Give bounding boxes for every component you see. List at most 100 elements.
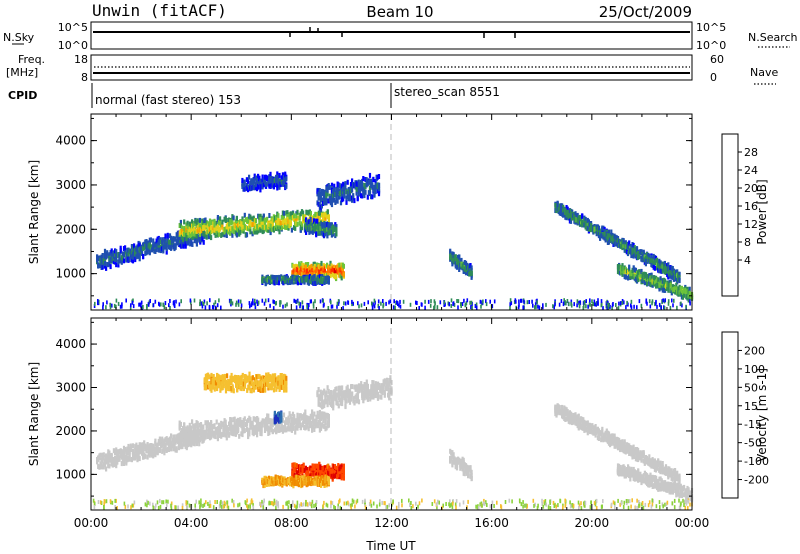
- range-cell: [241, 228, 244, 234]
- range-cell: [335, 231, 338, 237]
- range-cell: [145, 444, 148, 450]
- range-cell: [305, 209, 308, 215]
- range-cell: [225, 226, 228, 232]
- noise-cell: [588, 301, 591, 306]
- range-cell: [249, 376, 252, 382]
- range-cell: [329, 273, 332, 279]
- range-cell: [291, 424, 295, 430]
- range-cell: [112, 448, 115, 454]
- range-cell: [183, 424, 186, 430]
- range-cell: [293, 272, 296, 278]
- range-cell: [312, 225, 315, 231]
- range-cell: [260, 427, 263, 433]
- range-cell: [351, 384, 354, 389]
- range-cell: [205, 234, 208, 240]
- range-cell: [293, 414, 296, 420]
- range-cell: [632, 265, 635, 271]
- range-cell: [625, 268, 628, 274]
- range-cell: [637, 275, 640, 281]
- noise-cell: [607, 302, 609, 307]
- range-cell: [340, 275, 343, 281]
- range-cell: [230, 379, 233, 385]
- range-cell: [214, 434, 217, 440]
- noise-cell: [528, 300, 530, 304]
- range-cell: [225, 229, 228, 235]
- cpid-label: CPID: [8, 89, 37, 102]
- range-cell: [609, 237, 612, 243]
- range-cell: [295, 217, 298, 223]
- noise-cell: [457, 299, 460, 304]
- range-cell: [677, 275, 680, 281]
- range-cell: [203, 378, 206, 384]
- range-cell: [284, 420, 287, 426]
- range-cell: [326, 402, 329, 408]
- range-cell: [243, 212, 246, 218]
- range-cell: [677, 271, 680, 277]
- range-cell: [345, 189, 348, 195]
- range-cell: [157, 447, 160, 453]
- range-cell: [170, 441, 173, 447]
- range-cell: [138, 256, 141, 262]
- range-cell: [451, 258, 454, 264]
- range-cell: [118, 258, 121, 264]
- range-cell: [319, 192, 322, 198]
- noise-cell: [263, 301, 266, 306]
- noise-cell: [213, 302, 215, 307]
- range-cell: [225, 218, 228, 223]
- range-cell: [344, 181, 347, 187]
- range-cell: [269, 230, 272, 236]
- range-cell: [619, 239, 622, 245]
- range-cell: [220, 381, 223, 387]
- range-cell: [206, 223, 209, 229]
- range-cell: [208, 374, 211, 380]
- range-cell: [134, 247, 137, 253]
- range-cell: [327, 225, 330, 231]
- range-cell: [232, 431, 235, 437]
- range-cell: [138, 442, 141, 448]
- noise-cell: [553, 305, 555, 310]
- range-cell: [288, 216, 291, 222]
- range-cell: [261, 182, 264, 188]
- range-cell: [164, 443, 167, 448]
- noise-cell: [253, 301, 256, 306]
- range-cell: [319, 264, 322, 270]
- range-cell: [285, 375, 288, 381]
- range-cell: [230, 420, 233, 426]
- range-cell: [115, 257, 118, 262]
- range-cell: [131, 258, 135, 264]
- noise-cell: [380, 301, 382, 306]
- range-cell: [614, 241, 617, 247]
- range-cell: [299, 227, 302, 233]
- range-cell: [144, 239, 147, 245]
- noise-cell: [158, 302, 161, 307]
- range-cell: [633, 245, 636, 250]
- noise-cell: [482, 299, 484, 304]
- range-cell: [299, 211, 302, 217]
- range-cell: [278, 224, 281, 230]
- range-cell: [202, 231, 205, 237]
- noise-cell: [252, 301, 254, 306]
- range-cell: [590, 223, 593, 229]
- noise-cell: [249, 304, 251, 309]
- range-cell: [193, 424, 196, 430]
- range-cell: [180, 444, 183, 450]
- range-cell: [190, 439, 193, 445]
- range-cell: [374, 189, 377, 194]
- range-cell: [204, 420, 207, 426]
- range-cell: [357, 191, 360, 197]
- range-cell: [143, 440, 146, 446]
- range-cell: [293, 213, 296, 219]
- noise-cell: [193, 298, 196, 303]
- range-cell: [348, 196, 351, 202]
- noise-cell: [671, 298, 673, 303]
- range-cell: [108, 255, 111, 261]
- range-cell: [259, 227, 262, 232]
- range-cell: [374, 179, 377, 184]
- noise-cell: [563, 298, 565, 303]
- noise-cell: [162, 303, 165, 307]
- range-cell: [186, 432, 189, 438]
- range-cell: [261, 177, 264, 183]
- noise-cell: [689, 299, 691, 304]
- noise-cell: [330, 300, 332, 305]
- range-cell: [105, 466, 108, 472]
